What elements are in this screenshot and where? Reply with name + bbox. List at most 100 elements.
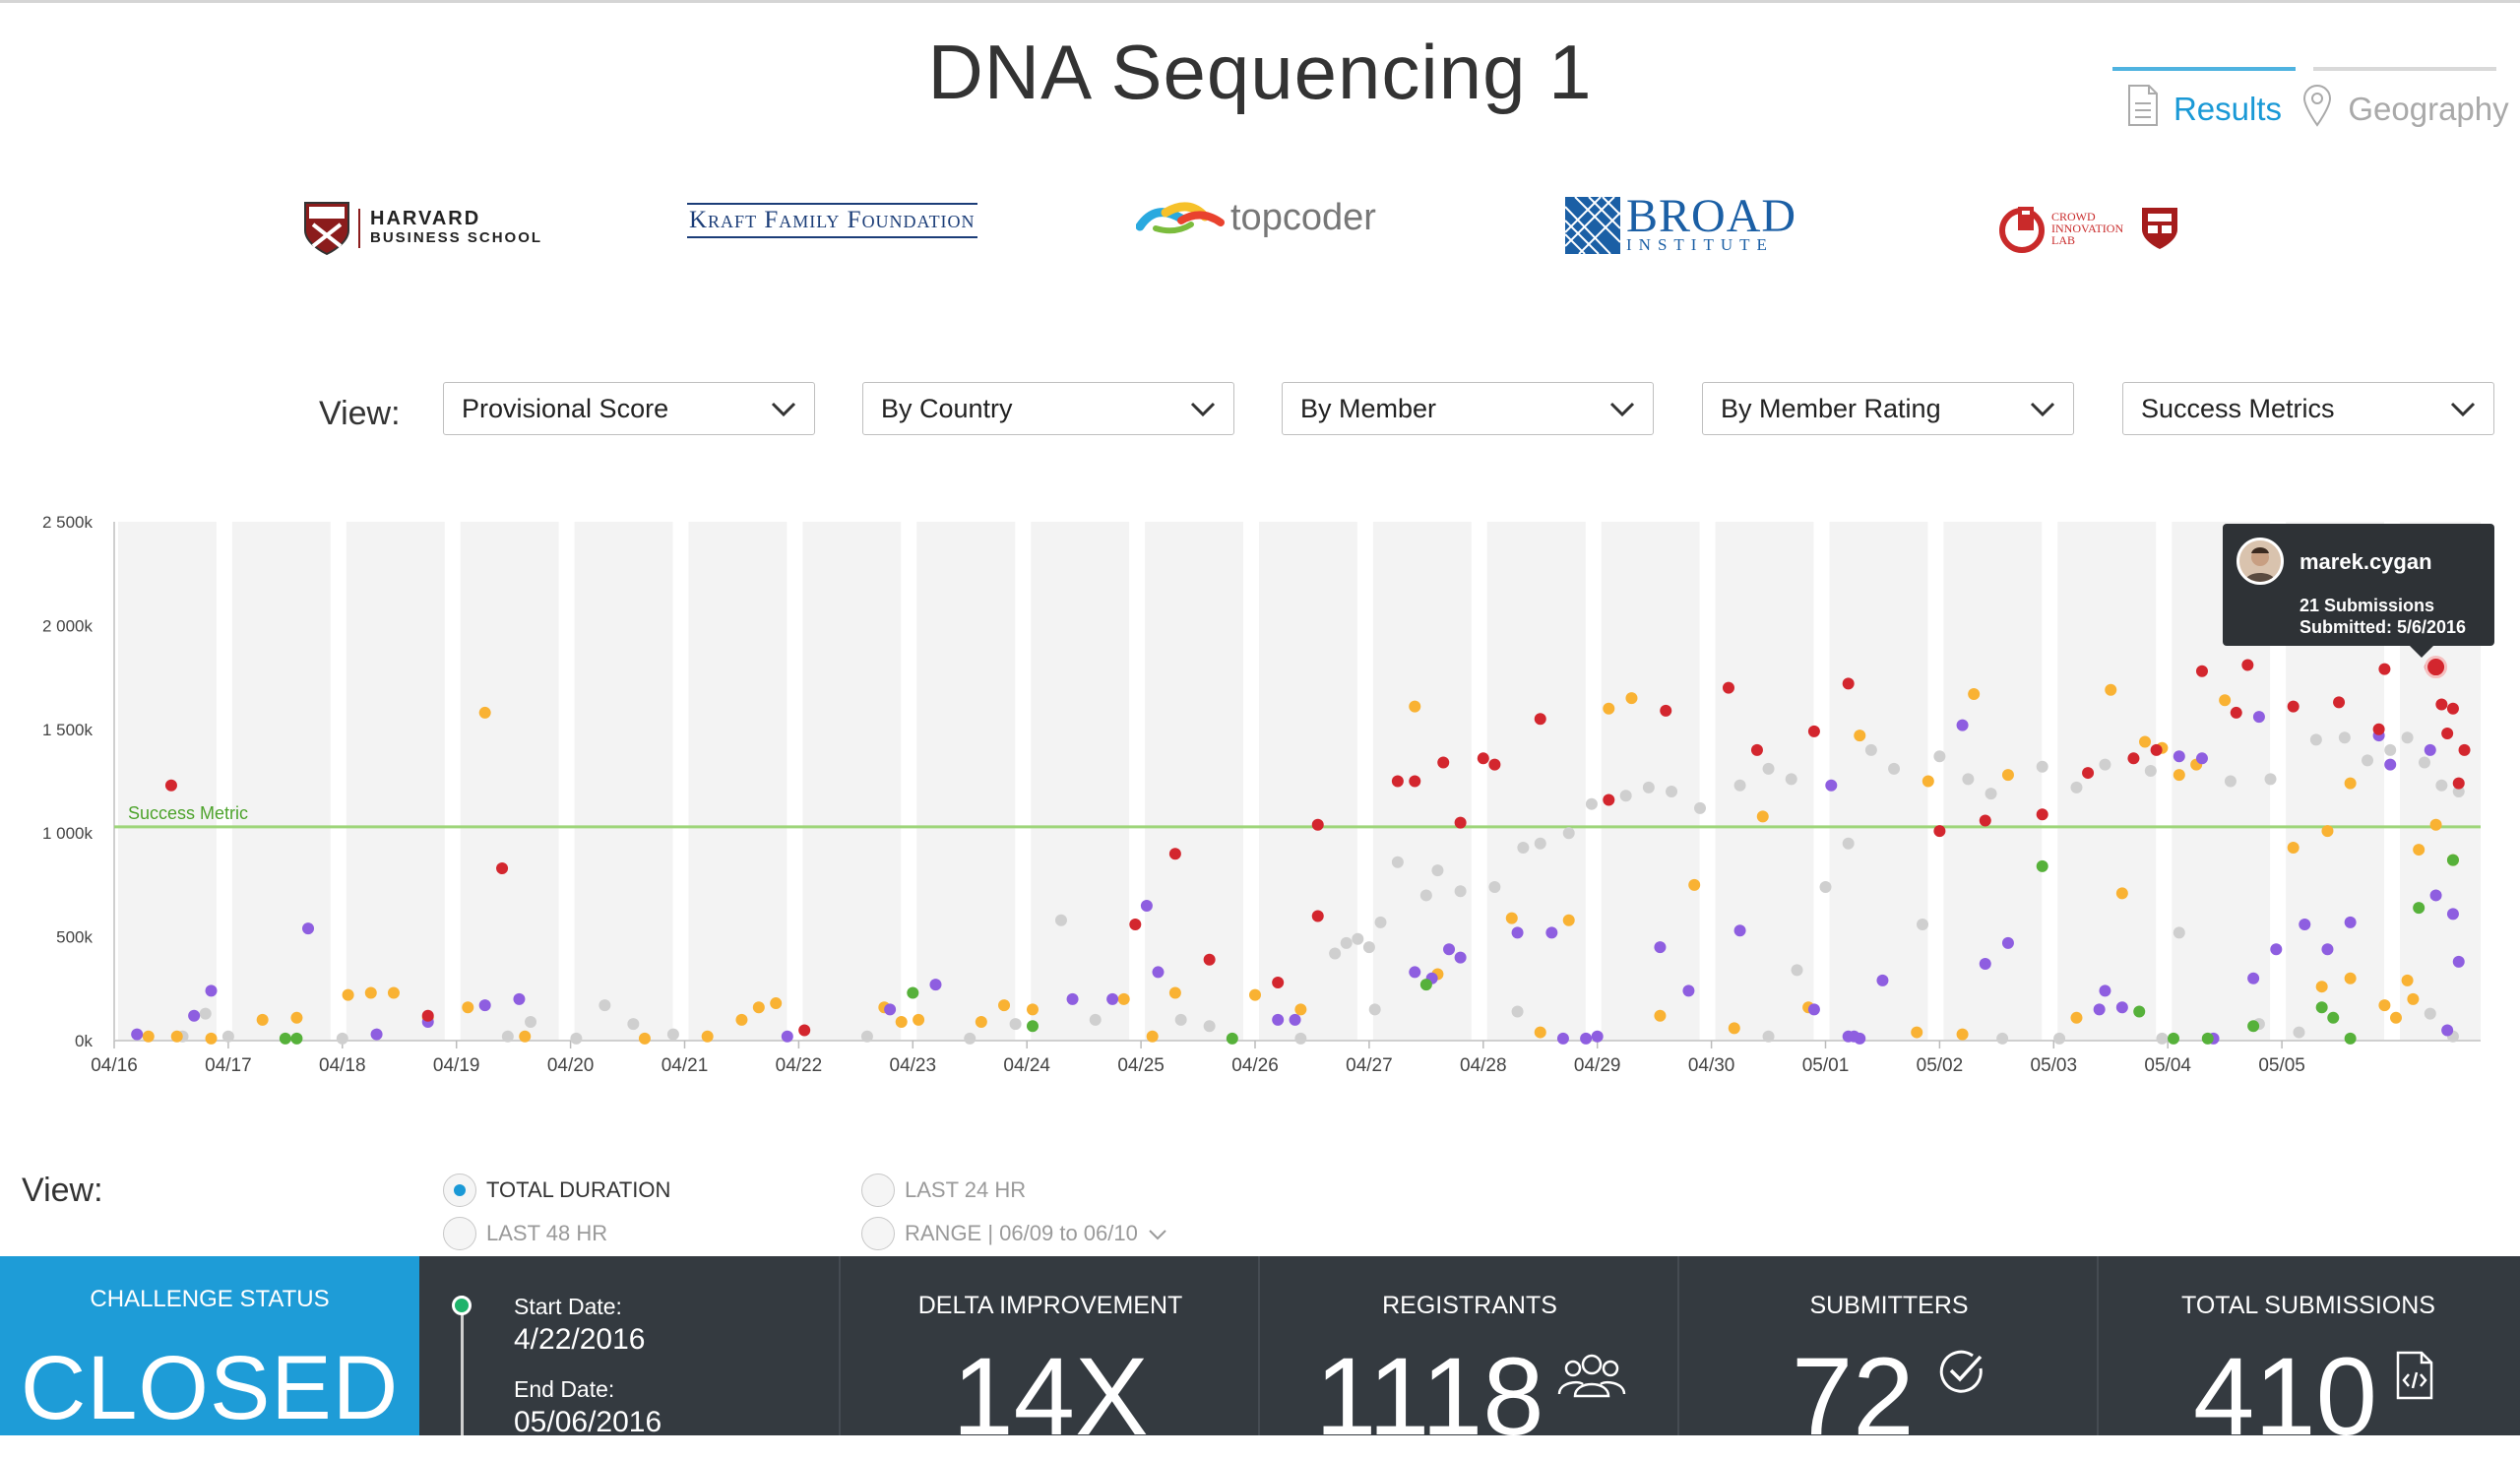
tab-geography[interactable]: Geography [2303,67,2509,142]
day-band [460,522,559,1041]
data-point-gray [2224,775,2236,788]
data-point-gray [501,1030,514,1043]
broad-logo-line1: BROAD [1626,190,1797,242]
data-point-purple [478,999,491,1012]
data-point-gray [1864,743,1877,756]
time-view-label: View: [22,1172,103,1209]
data-point-gray [1562,827,1575,840]
data-point-orange [1625,692,1638,705]
data-point-purple [1409,966,1421,979]
select-success-metrics[interactable]: Success Metrics [2122,382,2494,435]
select-score-type[interactable]: Provisional Score [443,382,815,435]
data-point-gray [1791,964,1803,977]
data-point-gray [1619,790,1632,802]
data-point-orange [1534,1026,1546,1039]
data-point-purple [1066,992,1079,1005]
data-point-gray [1329,947,1342,960]
day-band [1715,522,1814,1041]
data-point-gray [1454,885,1467,898]
data-point-green [1026,1020,1039,1033]
data-point-orange [478,706,491,719]
data-point-red [496,862,509,875]
data-point-orange [1168,986,1181,999]
data-point-orange [1688,878,1701,891]
data-point-orange [2407,992,2420,1005]
data-point-purple [1152,966,1165,979]
data-point-gray [570,1032,583,1045]
radio-dot [443,1174,476,1207]
select-member[interactable]: By Member [1282,382,1654,435]
topcoder-logo-text: topcoder [1230,197,1376,238]
data-point-orange [1968,687,1981,700]
data-point-gray [1762,762,1775,775]
data-point-purple [2344,916,2357,928]
data-point-gray [2452,786,2465,798]
data-point-green [2315,1001,2328,1014]
data-point-gray [2418,756,2430,769]
data-point-gray [2293,1026,2305,1039]
data-point-purple [1580,1032,1593,1045]
data-point-purple [131,1028,144,1041]
challenge-dates: Start Date: 4/22/2016 End Date: 05/06/20… [419,1256,839,1438]
radio-dot [443,1217,476,1250]
view-label: View: [319,395,401,432]
data-point-purple [1545,926,1558,939]
data-point-orange [2390,1011,2402,1024]
day-band [1943,522,2043,1041]
tooltip-submitted-date: Submitted: 5/6/2016 [2300,617,2467,637]
data-point-purple [1556,1032,1569,1045]
data-point-gray [199,1007,212,1020]
data-point-red [2372,723,2385,735]
data-point-orange [2219,694,2232,707]
data-point-gray [2156,1032,2169,1045]
x-tick-label: 04/16 [91,1055,138,1076]
metric-value: 410 [2193,1335,2377,1458]
data-point-orange [1911,1026,1923,1039]
data-point-gray [1962,773,1975,786]
data-point-green [2413,902,2426,915]
chevron-down-icon [1148,1221,1167,1246]
data-point-orange [2287,841,2300,854]
chevron-down-icon [771,394,796,424]
day-band [916,522,1016,1041]
radio-last-48-hr[interactable]: LAST 48 HR [443,1217,607,1250]
x-tick-label: 05/02 [1917,1055,1964,1076]
x-tick-label: 04/20 [547,1055,595,1076]
data-point-gray [1888,762,1901,775]
page-title: DNA Sequencing 1 [927,29,1593,115]
highlighted-data-point [2425,656,2448,679]
radio-range[interactable]: RANGE | 06/09 to 06/10 [861,1217,1167,1250]
data-point-purple [2446,908,2459,920]
data-point-purple [884,1003,897,1016]
data-point-gray [1391,856,1404,868]
data-point-green [279,1032,291,1045]
data-point-gray [1511,1005,1524,1018]
data-point-purple [2247,972,2260,984]
crowd-innovation-lab-logo: CROWD INNOVATION LAB [1998,203,2179,254]
crowd-logo-line3: LAB [2051,233,2075,247]
data-point-red [2287,700,2300,713]
crowd-logo-line2: INNOVATION [2051,222,2124,235]
data-point-purple [2424,743,2436,756]
kraft-logo-text: Kraft Family Foundation [689,207,976,233]
tooltip-member-name: marek.cygan [2300,549,2432,574]
data-point-gray [1733,779,1746,792]
select-member-rating[interactable]: By Member Rating [1702,382,2074,435]
tab-results[interactable]: Results [2112,67,2296,142]
select-country[interactable]: By Country [862,382,1234,435]
data-point-gray [1933,750,1946,763]
data-point-gray [666,1028,679,1041]
y-tick-label: 1 000k [42,824,94,843]
data-point-red [2082,767,2095,780]
start-date-value: 4/22/2016 [514,1323,646,1356]
radio-last-24-hr[interactable]: LAST 24 HR [861,1174,1026,1207]
metric-total-submissions: TOTAL SUBMISSIONS 410 [2097,1256,2518,1458]
data-point-red [1979,814,1991,827]
radio-total-duration[interactable]: TOTAL DURATION [443,1174,670,1207]
data-point-orange [1603,702,1615,715]
data-point-purple [1443,943,1456,956]
data-point-red [1488,758,1501,771]
data-point-orange [770,997,783,1010]
data-point-red [1534,713,1546,726]
data-point-purple [1825,779,1838,792]
